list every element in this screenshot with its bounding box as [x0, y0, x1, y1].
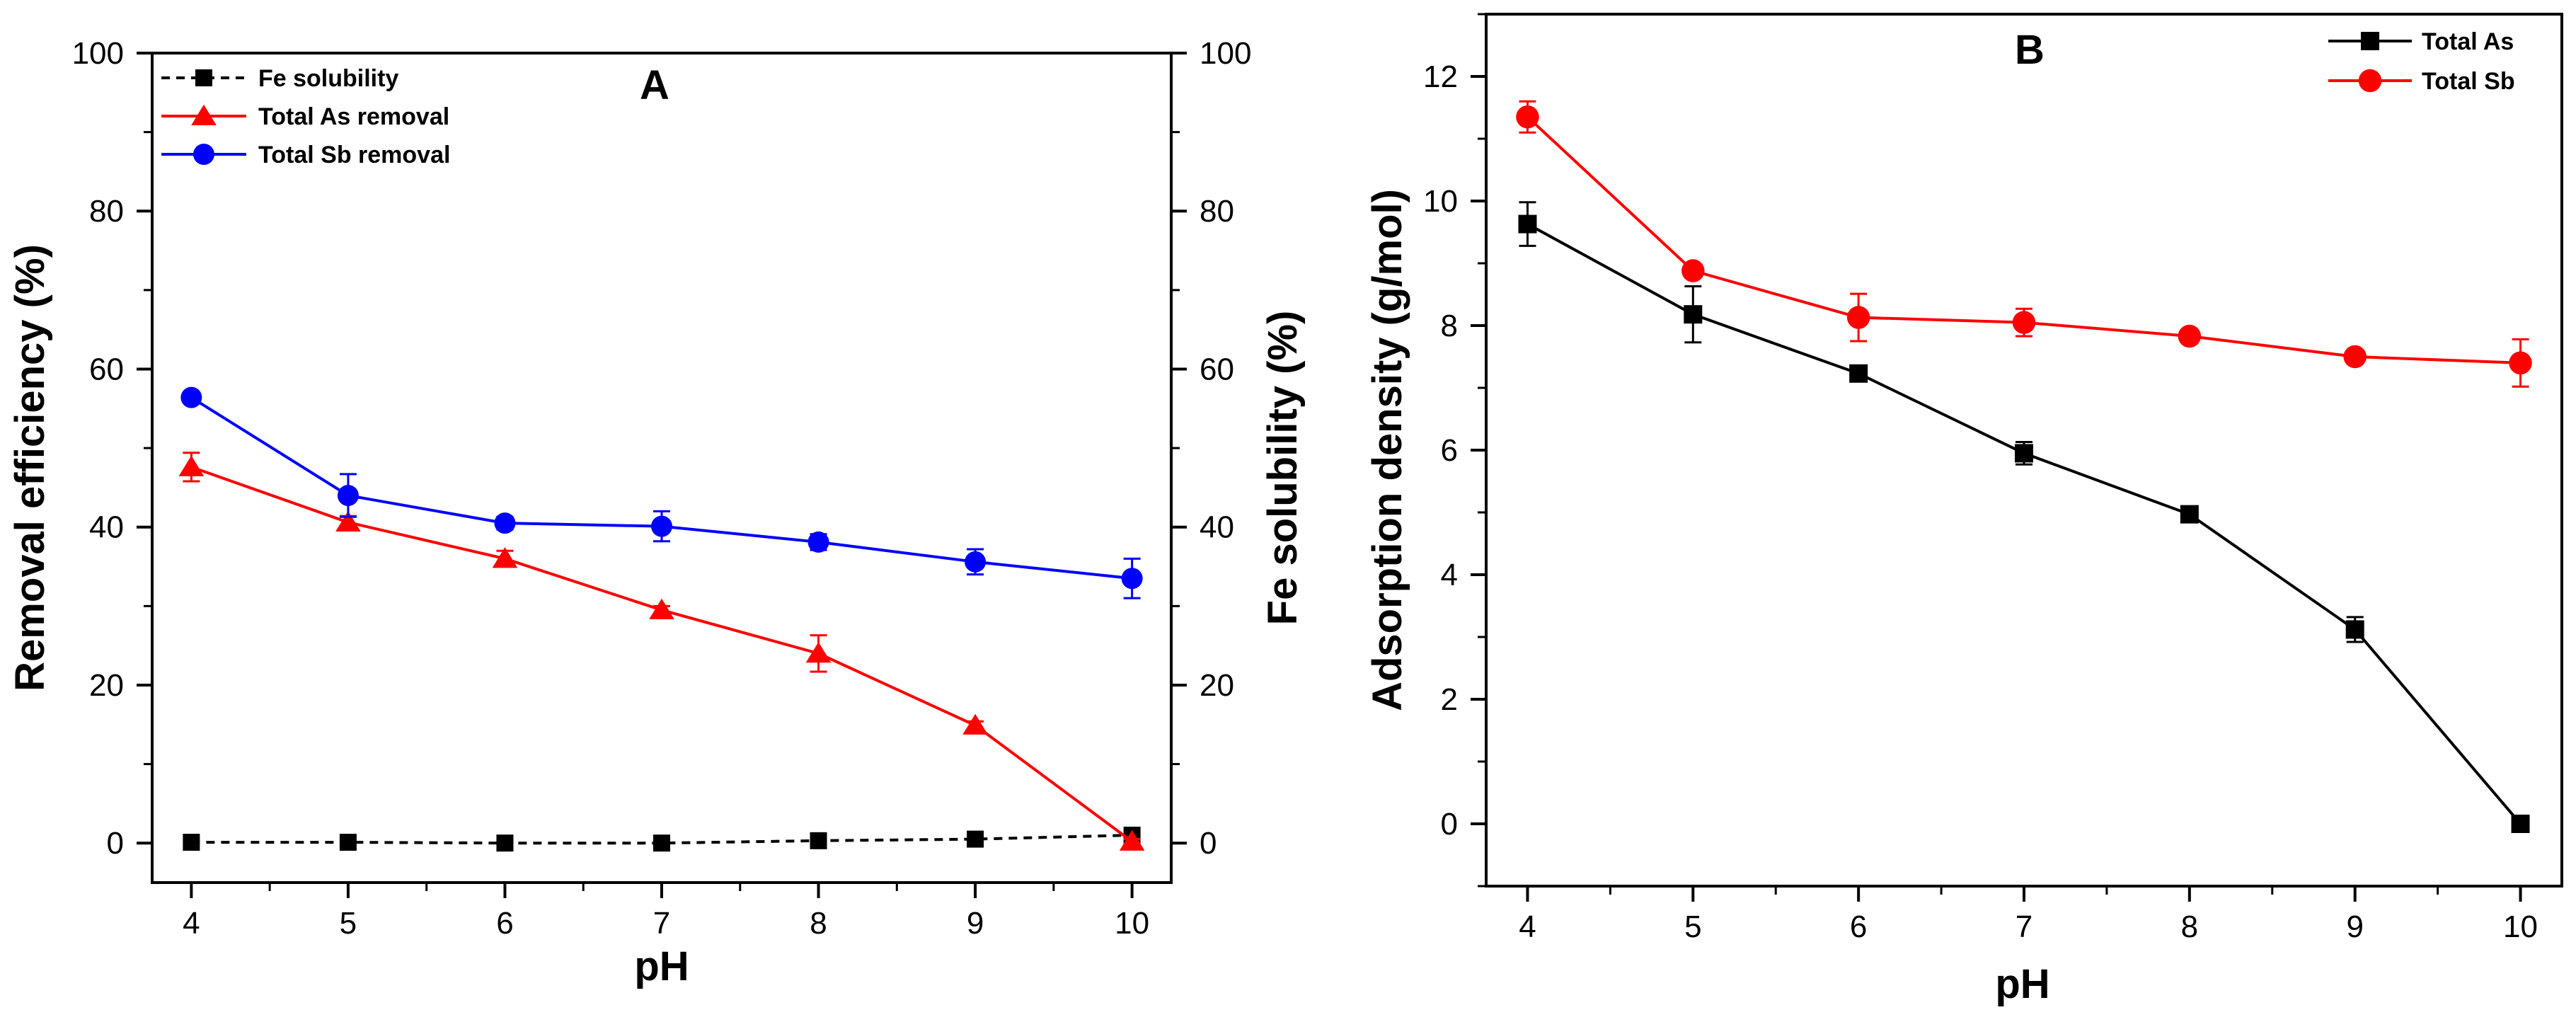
data-point [805, 642, 832, 663]
x-tick-label-b: 5 [1684, 909, 1701, 944]
y-tick-label-right-a: 0 [1200, 826, 1217, 861]
legend-marker [195, 69, 212, 86]
legend-label: Total Sb [2422, 68, 2515, 95]
x-axis-label-a: pH [634, 943, 689, 989]
data-point [1518, 214, 1537, 234]
y-tick-label-left-a: 0 [107, 826, 124, 861]
legend-label: Total As [2422, 28, 2514, 55]
y-tick-label-b: 6 [1441, 433, 1458, 468]
x-tick-label-a: 5 [340, 906, 357, 941]
x-tick-label-b: 4 [1519, 909, 1536, 944]
data-marks-b [1516, 100, 2532, 833]
legend-marker [193, 144, 214, 165]
y-tick-label-b: 12 [1423, 59, 1458, 94]
y-tick-label-right-a: 40 [1200, 510, 1234, 545]
y-tick-label-b: 4 [1441, 558, 1458, 592]
x-tick-label-b: 8 [2181, 909, 2198, 944]
series-total-as [1518, 201, 2530, 833]
data-point [2511, 815, 2530, 833]
data-point [1849, 364, 1868, 383]
y-axis-label-b: Adsorption density (g/mol) [1364, 189, 1410, 711]
data-point [965, 551, 987, 573]
axis-ticks-b: 4 5 6 7 8 9 10 0 2 4 6 8 10 12 [1423, 13, 2538, 944]
legend-label: Total As removal [258, 103, 449, 130]
y-tick-label-left-a: 100 [72, 36, 124, 71]
legend-a: Fe solubility Total As removal Total Sb re… [161, 65, 450, 168]
data-point [1119, 829, 1145, 851]
y-axis-label-left-a: Removal efficiency (%) [7, 244, 53, 691]
y-tick-label-left-a: 60 [89, 352, 124, 386]
series-fe-solubility [183, 827, 1141, 852]
data-point [335, 510, 361, 532]
panel-title-a: A [640, 62, 669, 108]
y-tick-label-b: 2 [1441, 682, 1458, 717]
data-point [1516, 105, 1539, 129]
x-axis-label-b: pH [1995, 961, 2049, 1007]
x-tick-label-a: 9 [967, 906, 984, 941]
data-point [2343, 345, 2367, 369]
x-tick-label-b: 9 [2346, 909, 2363, 944]
data-point [339, 834, 357, 851]
data-point [180, 386, 202, 408]
x-tick-label-a: 4 [183, 906, 200, 941]
x-tick-label-b: 10 [2503, 909, 2538, 944]
data-point [337, 485, 359, 507]
legend-label: Total Sb removal [258, 142, 450, 168]
x-tick-label-a: 6 [496, 906, 513, 941]
y-tick-label-b: 10 [1423, 184, 1458, 219]
legend-b: Total As Total Sb [2328, 28, 2515, 95]
series-line [190, 396, 1132, 580]
y-tick-label-right-a: 60 [1200, 352, 1234, 386]
data-point [1684, 305, 1703, 324]
y-tick-label-left-a: 20 [89, 668, 124, 703]
legend-marker [2358, 69, 2382, 93]
x-tick-label-a: 8 [810, 906, 827, 941]
y-tick-label-left-a: 80 [89, 194, 124, 229]
data-point [2178, 324, 2202, 348]
x-tick-label-a: 10 [1115, 906, 1149, 941]
data-point [2345, 620, 2364, 639]
y-tick-label-left-a: 40 [89, 510, 124, 545]
data-point [2012, 311, 2036, 334]
data-point [496, 834, 514, 852]
y-tick-label-right-a: 80 [1200, 194, 1234, 229]
data-point [810, 832, 827, 849]
x-tick-label-a: 7 [653, 906, 670, 941]
legend-label: Fe solubility [258, 65, 398, 92]
y-tick-label-right-a: 20 [1200, 668, 1234, 703]
data-marks-a [178, 386, 1145, 852]
data-point [494, 512, 516, 534]
data-point [1846, 306, 1870, 329]
y-tick-label-b: 0 [1441, 807, 1458, 842]
data-point [649, 598, 674, 619]
data-point [1121, 568, 1143, 590]
data-point [183, 834, 200, 851]
series-total-sb [1516, 100, 2532, 388]
data-point [2509, 351, 2532, 375]
legend-marker [191, 104, 217, 125]
data-point [967, 830, 984, 848]
data-point [807, 531, 829, 553]
y-tick-label-right-a: 100 [1200, 36, 1251, 71]
legend-marker [2361, 32, 2379, 50]
data-point [962, 713, 988, 735]
data-point [651, 515, 672, 537]
data-point [653, 834, 670, 852]
data-point [492, 547, 518, 568]
data-point [1681, 259, 1705, 282]
y-tick-label-b: 8 [1441, 309, 1458, 343]
data-point [2015, 444, 2033, 463]
panel-title-b: B [2015, 27, 2045, 73]
data-point [2180, 505, 2199, 524]
series-total-sb-removal [180, 386, 1143, 599]
y-axis-label-right-a: Fe solubility (%) [1260, 311, 1306, 626]
x-tick-label-b: 6 [1850, 909, 1867, 944]
data-point [178, 455, 205, 476]
x-tick-label-b: 7 [2016, 909, 2032, 944]
